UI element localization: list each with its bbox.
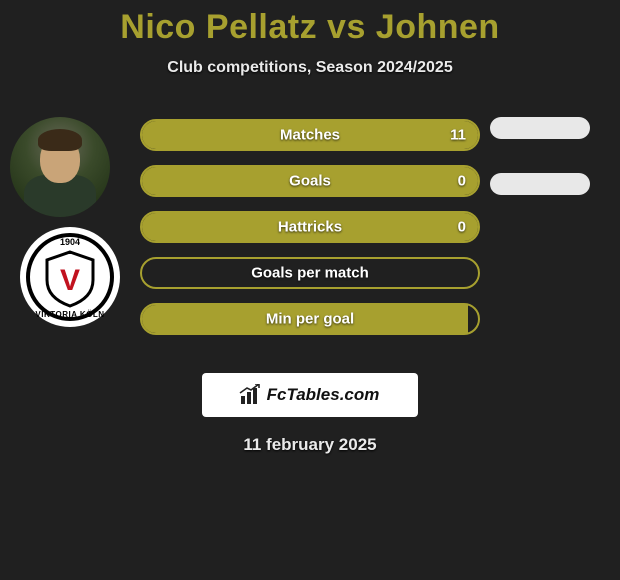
stat-value: 0 [458,173,466,190]
stat-value: 0 [458,219,466,236]
stat-bar: Goals0 [140,165,480,197]
bar-chart-icon [241,386,261,404]
stat-bar: Matches11 [140,119,480,151]
stat-label: Goals per match [142,265,478,282]
stat-label: Goals [142,173,478,190]
stat-label: Min per goal [142,311,478,328]
comparison-pill [490,173,590,195]
stat-bar: Min per goal [140,303,480,335]
stat-value: 11 [450,127,466,144]
club-badge: 1904 V VIKTORIA KÖLN [20,227,120,327]
stat-bar: Goals per match [140,257,480,289]
right-pills [490,117,590,195]
date-text: 11 february 2025 [0,435,620,455]
subtitle: Club competitions, Season 2024/2025 [0,59,620,77]
club-letter: V [60,264,80,297]
player-avatar [10,117,110,217]
stat-label: Hattricks [142,219,478,236]
stat-bar: Hattricks0 [140,211,480,243]
stat-bars: Matches11Goals0Hattricks0Goals per match… [140,119,480,335]
page-title: Nico Pellatz vs Johnen [0,0,620,47]
club-name: VIKTORIA KÖLN [20,310,120,319]
club-year: 1904 [20,237,120,247]
logo-text: FcTables.com [267,385,380,405]
stat-label: Matches [142,127,478,144]
comparison-pill [490,117,590,139]
fctables-logo: FcTables.com [202,373,418,417]
stats-area: 1904 V VIKTORIA KÖLN Matches11Goals0Hatt… [0,105,620,355]
